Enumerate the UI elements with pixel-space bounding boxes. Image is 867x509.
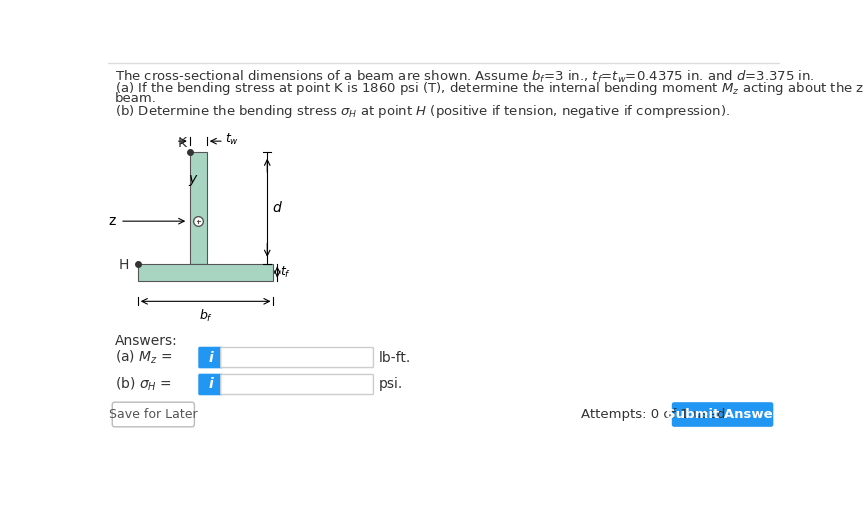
- Text: lb-ft.: lb-ft.: [379, 351, 411, 364]
- Text: Attempts: 0 of 1 used: Attempts: 0 of 1 used: [581, 408, 726, 421]
- FancyBboxPatch shape: [199, 347, 223, 369]
- Text: psi.: psi.: [379, 378, 403, 391]
- Text: $t_w$: $t_w$: [225, 132, 238, 147]
- Text: z: z: [108, 214, 116, 228]
- Bar: [190, 152, 207, 264]
- Text: The cross-sectional dimensions of a beam are shown. Assume $b_f$=3 in., $t_f$=$t: The cross-sectional dimensions of a beam…: [114, 69, 814, 85]
- Bar: [138, 264, 273, 280]
- Text: Answers:: Answers:: [114, 334, 178, 349]
- Text: Save for Later: Save for Later: [109, 408, 198, 421]
- FancyBboxPatch shape: [199, 374, 223, 395]
- Text: $b_f$: $b_f$: [199, 307, 212, 324]
- FancyBboxPatch shape: [221, 375, 374, 394]
- Text: (b) Determine the bending stress $\sigma_H$ at point $H$ (positive if tension, n: (b) Determine the bending stress $\sigma…: [114, 103, 729, 121]
- Text: (a) If the bending stress at point K is 1860 psi (T), determine the internal ben: (a) If the bending stress at point K is …: [114, 80, 867, 97]
- FancyBboxPatch shape: [112, 402, 194, 427]
- Text: beam.: beam.: [114, 92, 156, 105]
- Text: (a) $M_z$ =: (a) $M_z$ =: [114, 349, 173, 366]
- Text: y: y: [188, 172, 196, 186]
- FancyBboxPatch shape: [672, 402, 773, 427]
- Text: i: i: [208, 378, 213, 391]
- Text: H: H: [118, 258, 128, 272]
- Text: (b) $\sigma_H$ =: (b) $\sigma_H$ =: [114, 376, 172, 393]
- Text: $t_f$: $t_f$: [280, 265, 291, 279]
- Text: Submit Answer: Submit Answer: [666, 408, 779, 421]
- Text: K: K: [178, 136, 186, 150]
- FancyBboxPatch shape: [221, 348, 374, 367]
- Text: i: i: [208, 351, 213, 364]
- Text: $d$: $d$: [272, 200, 283, 215]
